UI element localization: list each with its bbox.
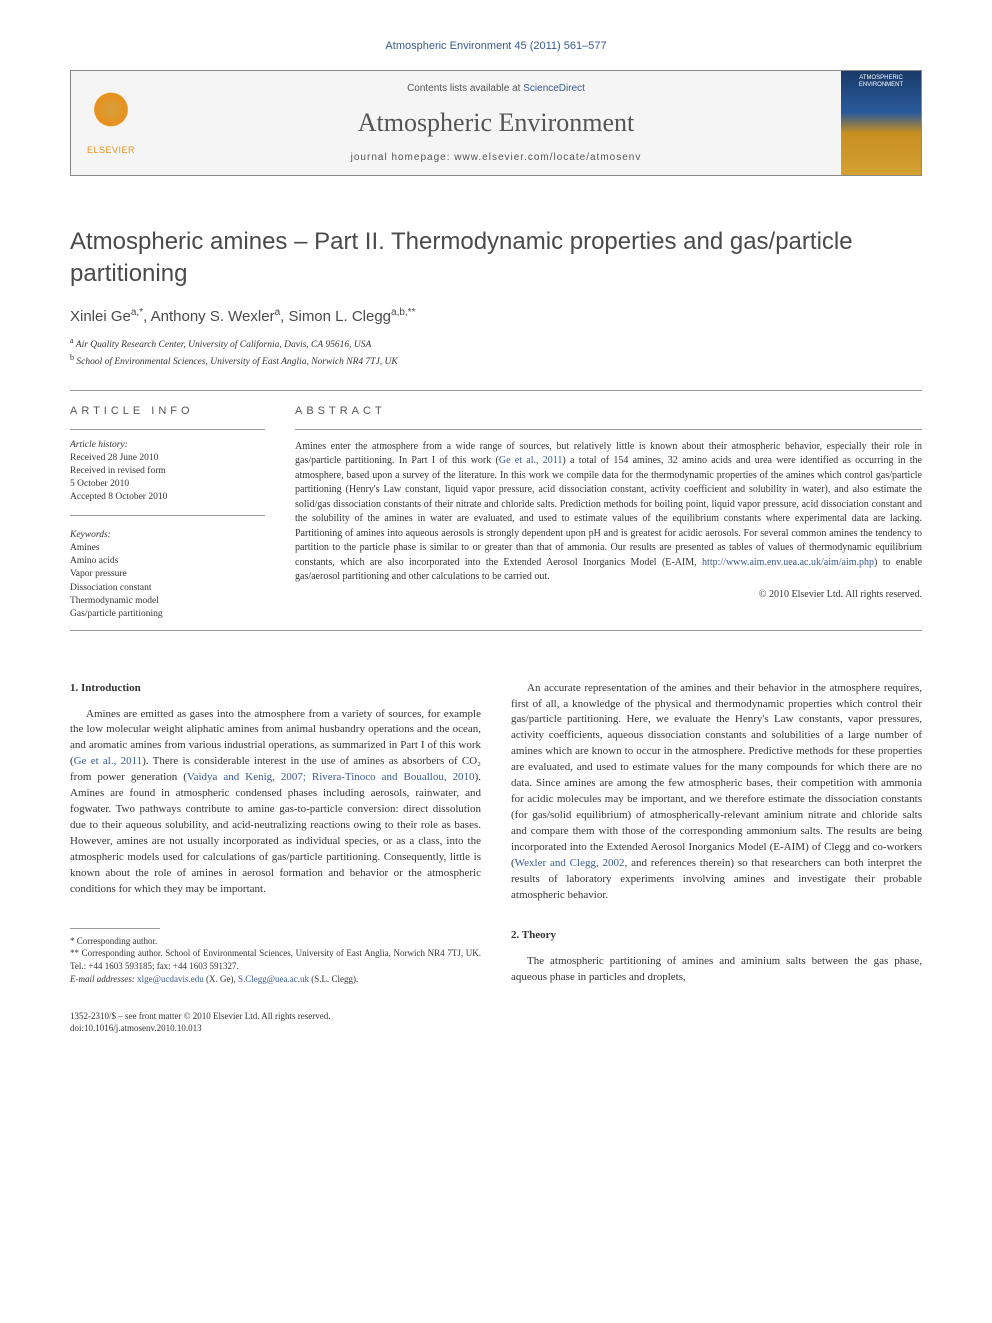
- divider: [70, 390, 922, 391]
- divider: [70, 630, 922, 631]
- body-text: The atmospheric partitioning of amines a…: [511, 955, 922, 983]
- journal-banner: ELSEVIER Contents lists available at Sci…: [70, 70, 922, 176]
- journal-citation: Atmospheric Environment 45 (2011) 561–57…: [70, 40, 922, 52]
- footnote-emails: E-mail addresses: xlge@ucdavis.edu (X. G…: [70, 973, 481, 986]
- affiliation-b: b School of Environmental Sciences, Univ…: [70, 352, 922, 369]
- keywords-label: Keywords:: [70, 530, 265, 540]
- footnote-corresponding-1: * Corresponding author.: [70, 935, 481, 948]
- section-heading: 2. Theory: [511, 928, 922, 944]
- elsevier-logo-text: ELSEVIER: [87, 145, 135, 155]
- contents-available-line: Contents lists available at ScienceDirec…: [161, 83, 831, 94]
- article-title: Atmospheric amines – Part II. Thermodyna…: [70, 226, 922, 291]
- keyword: Amino acids: [70, 555, 265, 568]
- homepage-url[interactable]: www.elsevier.com/locate/atmosenv: [454, 152, 641, 163]
- footnote-rule: [70, 928, 160, 929]
- abstract-part: ) a total of 154 amines, 32 amino acids …: [295, 455, 922, 568]
- divider: [295, 429, 922, 430]
- article-info-column: ARTICLE INFO Article history: Received 2…: [70, 405, 265, 622]
- elsevier-logo[interactable]: ELSEVIER: [71, 71, 151, 175]
- divider: [70, 515, 265, 516]
- abstract-text: Amines enter the atmosphere from a wide …: [295, 440, 922, 585]
- email-link[interactable]: S.Clegg@uea.ac.uk: [238, 974, 309, 984]
- body-column-left: 1. Introduction Amines are emitted as ga…: [70, 681, 481, 986]
- body-paragraph: The atmospheric partitioning of amines a…: [511, 954, 922, 986]
- history-revised-date: 5 October 2010: [70, 478, 265, 491]
- footnote-corresponding-2: ** Corresponding author. School of Envir…: [70, 947, 481, 972]
- journal-cover-thumbnail[interactable]: ATMOSPHERIC ENVIRONMENT: [841, 71, 921, 175]
- page-footer: 1352-2310/$ – see front matter © 2010 El…: [70, 1010, 922, 1035]
- abstract-copyright: © 2010 Elsevier Ltd. All rights reserved…: [295, 589, 922, 600]
- issn-line: 1352-2310/$ – see front matter © 2010 El…: [70, 1010, 922, 1023]
- doi-line: doi:10.1016/j.atmosenv.2010.10.013: [70, 1022, 922, 1035]
- keyword: Dissociation constant: [70, 582, 265, 595]
- citation-link[interactable]: Wexler and Clegg, 2002: [515, 857, 625, 869]
- keyword: Vapor pressure: [70, 568, 265, 581]
- body-columns: 1. Introduction Amines are emitted as ga…: [70, 681, 922, 986]
- history-received: Received 28 June 2010: [70, 452, 265, 465]
- url-link[interactable]: http://www.aim.env.uea.ac.uk/aim/aim.php: [702, 557, 874, 568]
- keyword: Thermodynamic model: [70, 595, 265, 608]
- cover-thumb-label: ATMOSPHERIC ENVIRONMENT: [845, 75, 917, 88]
- email-link[interactable]: xlge@ucdavis.edu: [137, 974, 204, 984]
- homepage-prefix: journal homepage:: [351, 152, 455, 163]
- contents-prefix: Contents lists available at: [407, 83, 523, 94]
- affiliation-a: a Air Quality Research Center, Universit…: [70, 335, 922, 352]
- authors-line: Xinlei Gea,*, Anthony S. Wexlera, Simon …: [70, 307, 922, 325]
- body-paragraph: An accurate representation of the amines…: [511, 681, 922, 904]
- abstract-column: ABSTRACT Amines enter the atmosphere fro…: [295, 405, 922, 622]
- divider: [70, 429, 265, 430]
- article-history-label: Article history:: [70, 440, 265, 450]
- history-revised: Received in revised form: [70, 465, 265, 478]
- elsevier-tree-icon: [86, 92, 136, 142]
- article-info-row: ARTICLE INFO Article history: Received 2…: [70, 405, 922, 622]
- citation-link[interactable]: Vaidya and Kenig, 2007; Rivera-Tinoco an…: [187, 771, 475, 783]
- banner-center: Contents lists available at ScienceDirec…: [151, 71, 841, 175]
- footnotes: * Corresponding author. ** Corresponding…: [70, 935, 481, 985]
- journal-name: Atmospheric Environment: [161, 108, 831, 138]
- keyword: Amines: [70, 542, 265, 555]
- abstract-label: ABSTRACT: [295, 405, 922, 417]
- body-text: ). Amines are found in atmospheric conde…: [70, 771, 481, 895]
- email-label: E-mail addresses:: [70, 974, 137, 984]
- citation-link[interactable]: Ge et al., 2011: [74, 755, 143, 767]
- history-accepted: Accepted 8 October 2010: [70, 491, 265, 504]
- keyword: Gas/particle partitioning: [70, 608, 265, 621]
- body-text: An accurate representation of the amines…: [511, 682, 922, 869]
- affiliations: a Air Quality Research Center, Universit…: [70, 335, 922, 370]
- article-info-label: ARTICLE INFO: [70, 405, 265, 417]
- sciencedirect-link[interactable]: ScienceDirect: [523, 83, 585, 94]
- journal-homepage-line: journal homepage: www.elsevier.com/locat…: [161, 152, 831, 163]
- email-who: (S.L. Clegg).: [309, 974, 358, 984]
- body-paragraph: Amines are emitted as gases into the atm…: [70, 707, 481, 898]
- email-who: (X. Ge),: [204, 974, 238, 984]
- section-heading: 1. Introduction: [70, 681, 481, 697]
- citation-link[interactable]: Ge et al., 2011: [499, 455, 563, 466]
- body-column-right: An accurate representation of the amines…: [511, 681, 922, 986]
